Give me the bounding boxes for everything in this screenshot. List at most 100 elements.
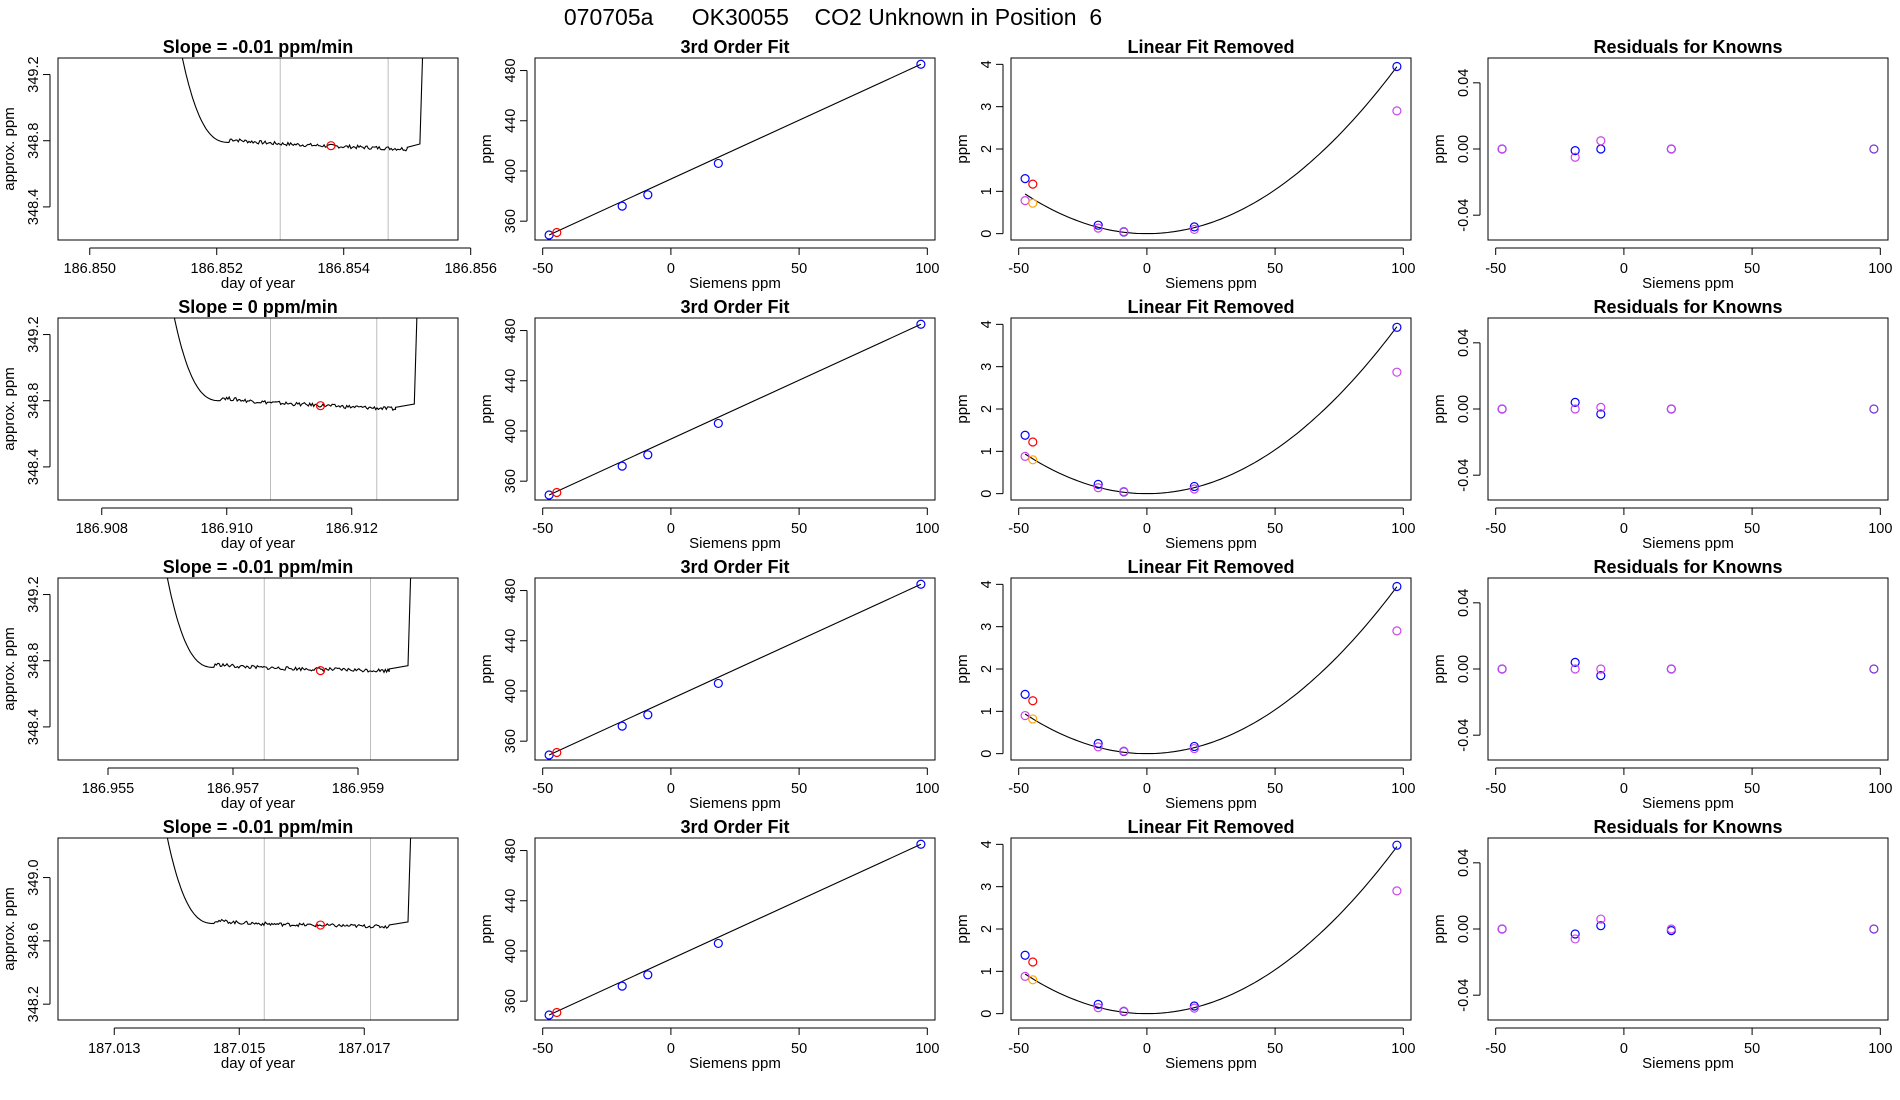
x-axis-label: day of year [221, 1055, 295, 1072]
data-point [1020, 430, 1030, 440]
plot-area [1020, 61, 1402, 237]
panel-title: 3rd Order Fit [680, 297, 789, 317]
x-tick-label: 0 [667, 781, 675, 797]
x-tick-label: 50 [791, 1041, 807, 1057]
y-tick-label: 480 [503, 578, 519, 602]
plot-area [544, 579, 926, 760]
plot-frame [57, 57, 459, 241]
x-tick-label: 0 [1620, 1041, 1628, 1057]
data-point [1570, 404, 1580, 414]
panel-title: 3rd Order Fit [680, 557, 789, 577]
y-tick-label: 3 [979, 363, 995, 371]
x-axis-label: Siemens ppm [1642, 275, 1734, 292]
plot-area [1497, 136, 1879, 162]
x-axis-label: Siemens ppm [689, 275, 781, 292]
plot-frame [1487, 317, 1889, 501]
y-tick-label: 0 [979, 230, 995, 238]
y-tick-label: 349.0 [26, 859, 42, 895]
y-axis-label: ppm [478, 654, 495, 683]
x-tick-label: -50 [1485, 1041, 1506, 1057]
data-point [1570, 657, 1580, 667]
y-axis-label: approx. ppm [1, 627, 18, 710]
y-tick-label: 4 [979, 580, 995, 588]
y-tick-label: 348.4 [26, 449, 42, 485]
panel-title: Linear Fit Removed [1127, 37, 1294, 57]
fit-line [548, 63, 922, 236]
panel-fit-row2: 3rd Order Fit -50 0 50 100 360 400 440 480 Siemen… [478, 297, 939, 552]
x-tick-label: 100 [1391, 1041, 1415, 1057]
y-tick-label: 0.04 [1456, 849, 1472, 877]
y-tick-label: 4 [979, 840, 995, 848]
y-tick-label: 3 [979, 623, 995, 631]
x-tick-label: 186.912 [326, 521, 378, 537]
x-tick-label: -50 [1485, 521, 1506, 537]
y-tick-label: 360 [503, 729, 519, 753]
y-tick-label: 0.00 [1456, 395, 1472, 423]
x-tick-label: 186.908 [76, 521, 128, 537]
data-point [916, 59, 926, 69]
plot-frame [534, 317, 936, 501]
data-point [1392, 106, 1402, 116]
fit-line [548, 583, 922, 756]
y-tick-label: 440 [503, 369, 519, 393]
panel-title: Residuals for Knowns [1593, 817, 1782, 837]
data-point [1119, 1006, 1129, 1016]
x-axis-label: Siemens ppm [689, 795, 781, 812]
sample-mean-point [315, 401, 326, 411]
y-tick-label: 4 [979, 60, 995, 68]
panel-drift-row1: Slope = -0.01 ppm/min 186.850 186.852 186.8… [1, 37, 497, 292]
y-tick-label: 2 [979, 405, 995, 413]
x-tick-label: 100 [1391, 521, 1415, 537]
panel-fit-row3: 3rd Order Fit -50 0 50 100 360 400 440 480 Siemen… [478, 557, 939, 812]
panel-title: Slope = -0.01 ppm/min [163, 557, 354, 577]
x-tick-label: 0 [667, 261, 675, 277]
x-tick-label: 50 [1267, 781, 1283, 797]
y-axis-label: ppm [1431, 914, 1448, 943]
data-point [1596, 671, 1606, 681]
x-tick-label: 50 [1744, 261, 1760, 277]
data-point [1020, 196, 1030, 206]
x-tick-label: 0 [1620, 781, 1628, 797]
fit-curve [1024, 846, 1398, 1015]
x-tick-label: -50 [1008, 261, 1029, 277]
data-point [1666, 924, 1676, 934]
data-point [1189, 224, 1199, 235]
x-tick-label: -50 [532, 781, 553, 797]
y-tick-label: 348.4 [26, 189, 42, 225]
x-tick-label: -50 [1485, 261, 1506, 277]
panel-drift-row4: Slope = -0.01 ppm/min 187.013 187.015 187.0… [1, 817, 459, 1072]
plot-area [544, 319, 926, 500]
y-tick-label: 0.04 [1456, 589, 1472, 617]
data-point [643, 190, 653, 200]
data-point [1119, 486, 1129, 497]
data-point [1189, 481, 1199, 492]
data-point [552, 747, 562, 758]
x-tick-label: 0 [1143, 1041, 1151, 1057]
y-tick-label: 2 [979, 665, 995, 673]
data-point [1869, 144, 1879, 154]
data-point [643, 710, 653, 720]
x-axis-label: day of year [221, 535, 295, 552]
y-axis-label: ppm [1431, 654, 1448, 683]
plot-frame [534, 57, 936, 241]
panel-title: Linear Fit Removed [1127, 817, 1294, 837]
y-tick-label: 348.4 [26, 709, 42, 745]
y-tick-label: 360 [503, 469, 519, 493]
concentration-trace [166, 838, 412, 929]
x-tick-label: 50 [1267, 521, 1283, 537]
y-tick-label: 2 [979, 145, 995, 153]
x-tick-label: 0 [1143, 781, 1151, 797]
data-point [1028, 437, 1038, 447]
x-tick-label: 186.910 [201, 521, 253, 537]
x-tick-label: 187.013 [88, 1041, 140, 1057]
panel-title: Residuals for Knowns [1593, 37, 1782, 57]
y-tick-label: -0.04 [1456, 459, 1472, 492]
data-point [1392, 886, 1402, 896]
x-axis-label: Siemens ppm [1165, 795, 1257, 812]
y-axis-label: ppm [1431, 134, 1448, 163]
panel-title: Slope = 0 ppm/min [178, 297, 338, 317]
y-tick-label: 0.00 [1456, 135, 1472, 163]
x-tick-label: 186.955 [82, 781, 134, 797]
y-axis-label: approx. ppm [1, 107, 18, 190]
data-point [1020, 950, 1030, 960]
